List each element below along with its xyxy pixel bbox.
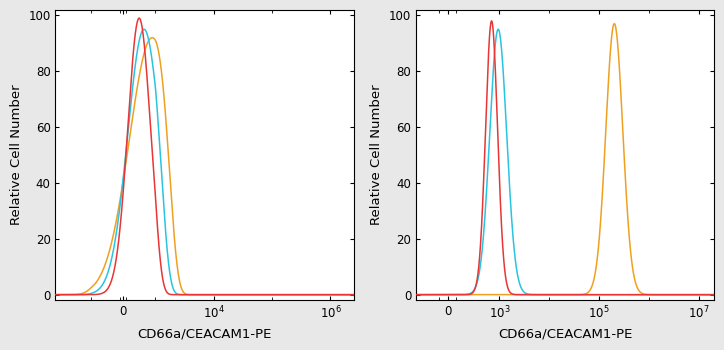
X-axis label: CD66a/CEACAM1-PE: CD66a/CEACAM1-PE xyxy=(498,327,632,340)
Y-axis label: Relative Cell Number: Relative Cell Number xyxy=(371,85,383,225)
X-axis label: CD66a/CEACAM1-PE: CD66a/CEACAM1-PE xyxy=(138,327,272,340)
Y-axis label: Relative Cell Number: Relative Cell Number xyxy=(9,85,22,225)
